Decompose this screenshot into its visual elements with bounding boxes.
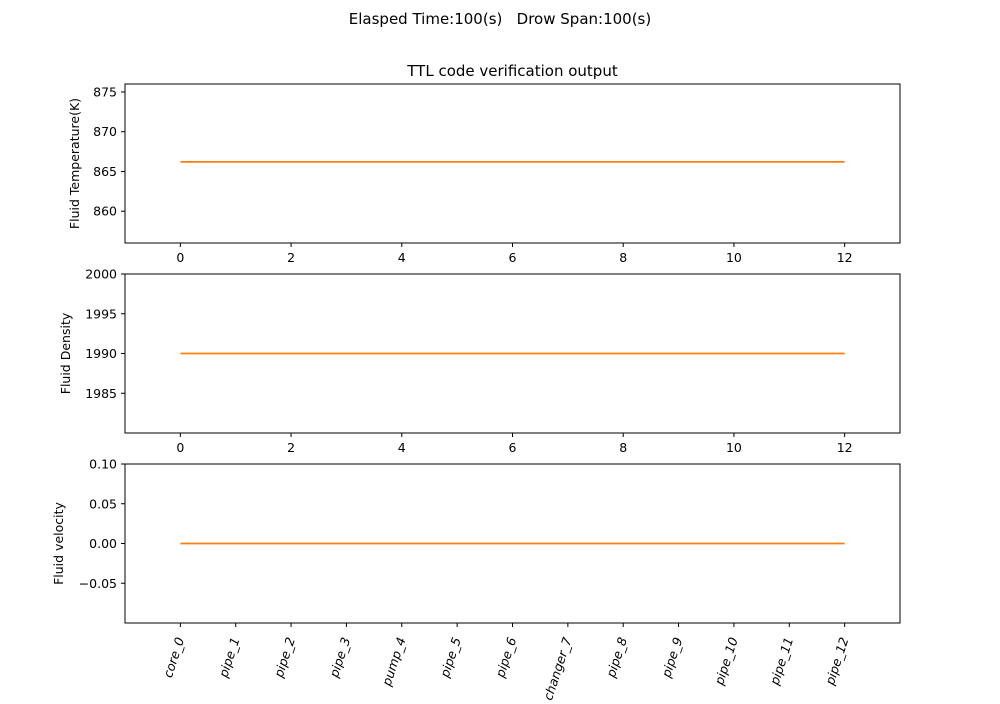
x-tick-label: pipe_11 bbox=[766, 635, 796, 687]
y-tick-label: 1985 bbox=[85, 386, 117, 401]
y-tick-label: 875 bbox=[93, 84, 117, 99]
x-tick-label: 2 bbox=[287, 250, 295, 265]
x-tick-label: 0 bbox=[176, 250, 184, 265]
x-tick-label: 8 bbox=[619, 440, 627, 455]
x-tick-label: changer_7 bbox=[540, 635, 574, 700]
y-axis-label-3: Fluid velocity bbox=[51, 501, 66, 584]
y-tick-label: 1995 bbox=[85, 306, 117, 321]
x-tick-label: pipe_12 bbox=[822, 635, 852, 687]
x-tick-label: 10 bbox=[726, 440, 742, 455]
x-tick-label: 4 bbox=[398, 250, 406, 265]
x-tick-label: 2 bbox=[287, 440, 295, 455]
y-tick-label: 0.10 bbox=[89, 457, 117, 472]
y-tick-label: 860 bbox=[93, 204, 117, 219]
x-tick-label: pipe_1 bbox=[215, 635, 242, 680]
x-tick-label: 12 bbox=[837, 440, 853, 455]
x-tick-label: pipe_2 bbox=[271, 635, 298, 680]
axes-frame-1 bbox=[124, 83, 901, 244]
x-tick-label: 6 bbox=[509, 440, 517, 455]
y-tick-label: 2000 bbox=[85, 267, 117, 282]
y-tick-label: 0.00 bbox=[89, 536, 117, 551]
y-tick-label: −0.05 bbox=[79, 576, 117, 591]
y-tick-label: 865 bbox=[93, 164, 117, 179]
x-tick-label: 10 bbox=[726, 250, 742, 265]
y-axis-label-2: Fluid Density bbox=[58, 312, 73, 394]
figure-suptitle: Elasped Time:100(s) Drow Span:100(s) bbox=[348, 10, 652, 28]
axes-title-1: TTL code verification output bbox=[406, 62, 618, 80]
x-tick-label: pipe_6 bbox=[492, 635, 519, 680]
y-tick-label: 870 bbox=[93, 124, 117, 139]
x-tick-label: 12 bbox=[837, 250, 853, 265]
x-tick-label: pipe_9 bbox=[658, 635, 685, 680]
x-tick-label: pump_4 bbox=[379, 635, 409, 688]
x-tick-label: 6 bbox=[509, 250, 517, 265]
y-axis-label-1: Fluid Temperature(K) bbox=[67, 98, 82, 229]
x-tick-label: 8 bbox=[619, 250, 627, 265]
y-tick-label: 0.05 bbox=[89, 496, 117, 511]
x-tick-label: pipe_3 bbox=[326, 635, 353, 680]
x-tick-label: core_0 bbox=[160, 635, 187, 679]
y-tick-label: 1990 bbox=[85, 346, 117, 361]
x-tick-label: pipe_10 bbox=[711, 635, 741, 687]
x-tick-label: pipe_8 bbox=[603, 635, 630, 680]
x-tick-label: 0 bbox=[176, 440, 184, 455]
x-tick-label: pipe_5 bbox=[437, 635, 464, 680]
x-tick-label: 4 bbox=[398, 440, 406, 455]
